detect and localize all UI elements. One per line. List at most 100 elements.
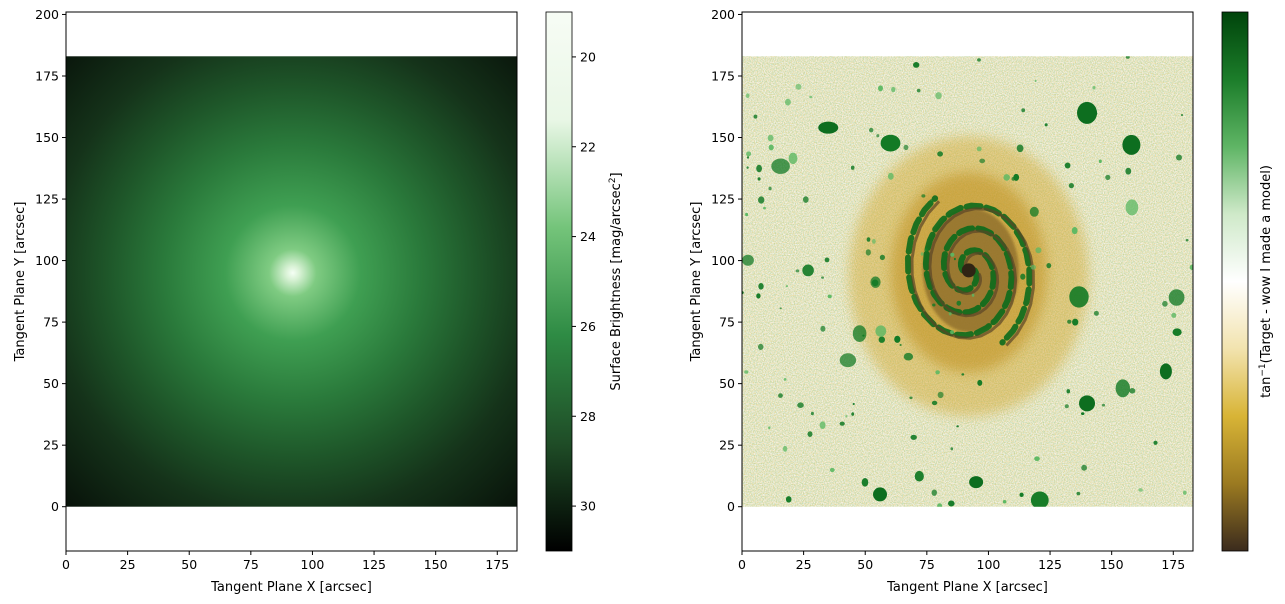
residual-source	[821, 276, 824, 279]
residual-source	[903, 144, 909, 151]
left-axes-frame	[65, 11, 518, 552]
residual-source	[872, 239, 876, 244]
residual-source	[953, 257, 956, 261]
residual-source	[1069, 286, 1089, 308]
residual-source	[1003, 174, 1010, 181]
y-tick-label: 25	[719, 438, 735, 453]
residual-bright-source	[969, 476, 984, 489]
colorbar-tick-label: 20	[580, 49, 596, 64]
y-tick-label: 200	[711, 7, 735, 22]
residual-source	[753, 114, 758, 119]
left-colorbar: 20 22 24 26 28 30 Surface Brightness [mag/arc…	[545, 11, 624, 552]
residual-source	[880, 134, 901, 152]
right-colorbar: tan−1(Target - wow I made a model)	[1221, 11, 1274, 552]
residual-source	[971, 293, 975, 297]
residual-source	[1030, 491, 1049, 507]
colorbar-tick-label: 24	[580, 229, 596, 244]
residual-source	[869, 127, 874, 133]
residual-source	[1093, 310, 1099, 316]
residual-source	[1076, 491, 1081, 496]
residual-source	[887, 172, 894, 180]
residual-source	[1125, 199, 1139, 216]
residual-source	[1189, 264, 1193, 270]
y-tick-label: 50	[43, 376, 59, 391]
residual-source	[1035, 247, 1042, 254]
residual-source	[810, 411, 814, 416]
residual-source	[1044, 123, 1048, 127]
colorbar-tick-label: 28	[580, 409, 596, 424]
x-tick-label: 25	[120, 557, 136, 572]
right-x-axis-label: Tangent Plane X [arcsec]	[886, 580, 1048, 595]
left-y-axis-label: Tangent Plane Y [arcsec]	[13, 202, 28, 363]
colorbar-tick-label: 30	[580, 499, 596, 514]
x-tick-label: 150	[1100, 557, 1124, 572]
residual-source	[910, 434, 917, 440]
residual-source	[783, 378, 787, 381]
residual-source	[871, 279, 879, 287]
right-x-ticks: 0 25 50 75 100 125 150 175	[738, 551, 1185, 572]
x-tick-label: 75	[243, 557, 259, 572]
x-tick-label: 175	[485, 557, 509, 572]
residual-source	[1034, 79, 1037, 82]
residual-source	[866, 237, 871, 242]
residual-source	[795, 83, 802, 90]
residual-source	[935, 92, 942, 100]
x-tick-label: 50	[181, 557, 197, 572]
residual-source	[768, 186, 772, 191]
right-axes-frame	[741, 11, 1194, 552]
y-tick-label: 0	[727, 499, 735, 514]
left-x-ticks: 0 25 50 75 100 125 150 175	[62, 551, 509, 572]
residual-source	[779, 307, 782, 310]
residual-source	[878, 336, 885, 343]
residual-source	[763, 206, 766, 210]
residual-bright-source	[1077, 101, 1098, 124]
right-y-ticks: 0 25 50 75 100 125 150 175 200	[711, 7, 742, 514]
residual-source	[961, 373, 965, 376]
residual-image	[742, 56, 1193, 507]
residual-source	[820, 325, 826, 332]
residual-source	[1081, 412, 1085, 415]
residual-source	[894, 335, 901, 343]
residual-source	[788, 152, 798, 164]
x-tick-label: 75	[919, 557, 935, 572]
residual-source	[948, 500, 955, 507]
residual-source	[850, 165, 855, 170]
residual-source	[1013, 173, 1020, 181]
residual-source	[1071, 227, 1078, 235]
residual-source	[1064, 404, 1069, 409]
residual-source	[852, 403, 855, 405]
residual-source	[1129, 388, 1136, 394]
residual-source	[1101, 403, 1106, 407]
colorbar-tick-label: 22	[580, 139, 596, 154]
model-image-fill	[66, 56, 517, 507]
residual-source	[875, 325, 887, 337]
residual-source	[861, 478, 869, 487]
residual-source	[768, 144, 774, 151]
residual-source	[903, 352, 914, 361]
residual-source	[924, 247, 928, 252]
residual-source	[839, 421, 845, 426]
residual-source	[852, 325, 867, 342]
residual-source	[1115, 379, 1131, 398]
residual-source	[977, 58, 981, 62]
residual-bright-source	[1122, 134, 1141, 155]
x-tick-label: 100	[301, 557, 325, 572]
residual-source	[937, 503, 943, 507]
residual-source	[914, 470, 924, 482]
colorbar-tick-label: 26	[580, 319, 596, 334]
residual-source	[758, 343, 764, 350]
y-tick-label: 150	[35, 130, 59, 145]
residual-source	[803, 196, 809, 203]
residual-source	[756, 164, 762, 173]
residual-source	[819, 421, 826, 430]
residual-source	[931, 400, 938, 406]
residual-source	[1105, 174, 1111, 180]
residual-source	[1029, 206, 1039, 217]
residual-bright-source	[1079, 395, 1096, 412]
right-y-axis-label: Tangent Plane Y [arcsec]	[689, 202, 704, 363]
residual-source	[1172, 328, 1182, 337]
residual-source	[771, 158, 790, 174]
y-tick-label: 175	[711, 68, 735, 83]
residual-source	[802, 264, 814, 277]
y-tick-label: 75	[719, 315, 735, 330]
